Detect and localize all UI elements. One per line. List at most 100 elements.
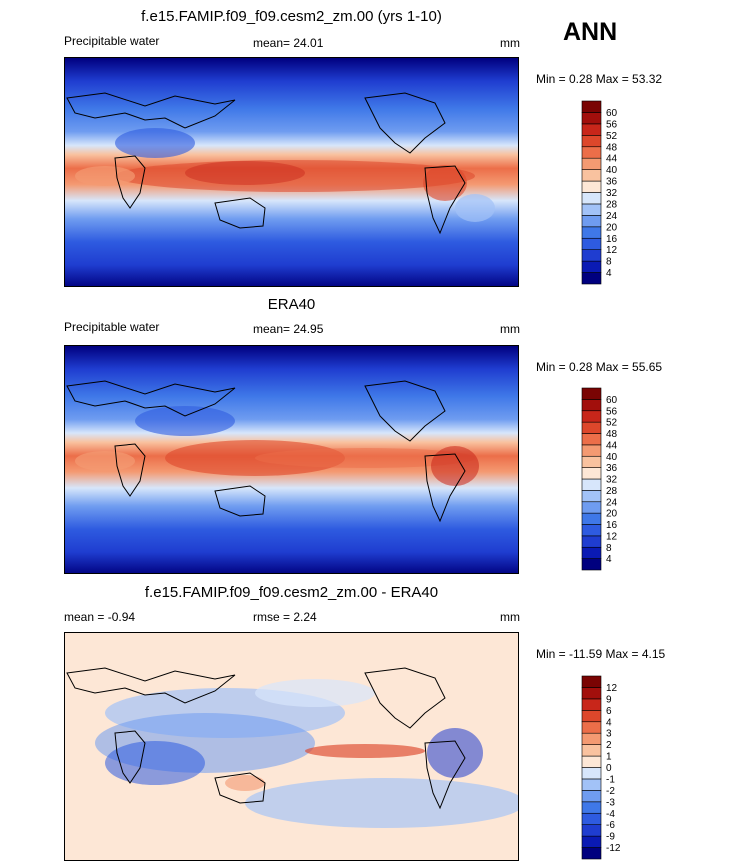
panel1-colorbar: 4 8 12 16 20 24 28 32 36 40 44 48 52 56 60 — [581, 100, 618, 285]
panel2-units-label: mm — [500, 322, 520, 336]
panel1-minmax: Min = 0.28 Max = 53.32 — [536, 72, 663, 86]
colorbar-box — [581, 467, 602, 480]
colorbar-box — [581, 100, 602, 113]
colorbar-box — [581, 478, 602, 491]
colorbar-tick-label: 4 — [606, 268, 612, 279]
colorbar-box — [581, 226, 602, 239]
panel3-colorbar: -12 -9 -6 -4 -3 -2 -1 0 1 2 3 4 6 9 12 — [581, 675, 621, 860]
colorbar-tick-label: 12 — [606, 531, 618, 542]
panel3-map-svg — [65, 633, 518, 860]
colorbar-box — [581, 215, 602, 228]
colorbar-box — [581, 387, 602, 400]
panel3-map — [64, 632, 519, 861]
colorbar-box — [581, 710, 602, 723]
colorbar-tick-label: -9 — [606, 832, 615, 843]
colorbar-tick-label: 60 — [606, 395, 618, 406]
colorbar-tick-label: 20 — [606, 222, 618, 233]
colorbar-box — [581, 847, 602, 860]
colorbar-box — [581, 237, 602, 250]
colorbar-box — [581, 169, 602, 182]
panel1-variable-label: Precipitable water — [64, 34, 160, 48]
colorbar-box — [581, 123, 602, 136]
colorbar-tick-label: 2 — [606, 740, 612, 751]
colorbar-tick-label: 24 — [606, 497, 618, 508]
panel3-minmax: Min = -11.59 Max = 4.15 — [536, 647, 666, 661]
panel1-title: f.e15.FAMIP.f09_f09.cesm2_zm.00 (yrs 1-1… — [141, 8, 442, 25]
colorbar-tick-label: 48 — [606, 142, 618, 153]
colorbar-box — [581, 157, 602, 170]
colorbar-box — [581, 546, 602, 559]
colorbar-tick-label: 36 — [606, 463, 618, 474]
colorbar-tick-label: 60 — [606, 108, 618, 119]
colorbar-box — [581, 180, 602, 193]
colorbar-box — [581, 203, 602, 216]
colorbar-tick-label: 28 — [606, 486, 618, 497]
colorbar-box — [581, 535, 602, 548]
colorbar-box — [581, 135, 602, 148]
colorbar-tick-label: 16 — [606, 520, 618, 531]
colorbar-tick-label: 44 — [606, 440, 618, 451]
colorbar-box — [581, 801, 602, 814]
colorbar-tick-label: 32 — [606, 475, 618, 486]
colorbar-tick-label: -12 — [606, 843, 621, 854]
panel3-rmse-label: rmse = 2.24 — [253, 610, 317, 624]
colorbar-box — [581, 512, 602, 525]
colorbar-box — [581, 755, 602, 768]
panel3-title: f.e15.FAMIP.f09_f09.cesm2_zm.00 - ERA40 — [144, 584, 439, 601]
panel2-map-svg — [65, 346, 518, 573]
panel1-mean-label: mean= 24.01 — [253, 36, 324, 50]
panel3-units-label: mm — [500, 610, 520, 624]
colorbar-tick-label: 20 — [606, 509, 618, 520]
panel2-title: ERA40 — [267, 296, 316, 313]
colorbar-tick-label: 12 — [606, 683, 618, 694]
colorbar-tick-label: -3 — [606, 797, 615, 808]
colorbar-box — [581, 732, 602, 745]
colorbar-box — [581, 421, 602, 434]
panel2-variable-label: Precipitable water — [64, 320, 160, 334]
colorbar-tick-label: 56 — [606, 119, 618, 130]
colorbar-box — [581, 146, 602, 159]
colorbar-box — [581, 249, 602, 262]
colorbar-box — [581, 260, 602, 273]
colorbar-box — [581, 698, 602, 711]
colorbar-tick-label: 28 — [606, 199, 618, 210]
colorbar-tick-label: -1 — [606, 774, 615, 785]
colorbar-box — [581, 812, 602, 825]
panel2-map — [64, 345, 519, 574]
colorbar-box — [581, 778, 602, 791]
colorbar-box — [581, 444, 602, 457]
colorbar-box — [581, 501, 602, 514]
colorbar-tick-label: 3 — [606, 729, 612, 740]
colorbar-box — [581, 192, 602, 205]
colorbar-box — [581, 272, 602, 285]
colorbar-box — [581, 399, 602, 412]
colorbar-tick-label: 4 — [606, 554, 612, 565]
colorbar-box — [581, 112, 602, 125]
colorbar-tick-label: 44 — [606, 154, 618, 165]
colorbar-tick-label: 40 — [606, 452, 618, 463]
colorbar-tick-label: 52 — [606, 131, 618, 142]
colorbar-box — [581, 490, 602, 503]
season-label: ANN — [563, 18, 618, 46]
colorbar-box — [581, 824, 602, 837]
colorbar-tick-label: -6 — [606, 820, 615, 831]
colorbar-tick-label: 48 — [606, 429, 618, 440]
colorbar-tick-label: 32 — [606, 188, 618, 199]
colorbar-box — [581, 687, 602, 700]
panel3-mean-label: mean = -0.94 — [64, 610, 136, 624]
panel1-map-svg — [65, 58, 518, 286]
colorbar-tick-label: 24 — [606, 211, 618, 222]
panel2-mean-label: mean= 24.95 — [253, 322, 324, 336]
colorbar-tick-label: 8 — [606, 543, 612, 554]
colorbar-box — [581, 558, 602, 571]
colorbar-tick-label: 52 — [606, 418, 618, 429]
colorbar-box — [581, 744, 602, 757]
colorbar-box — [581, 524, 602, 537]
colorbar-box — [581, 767, 602, 780]
colorbar-box — [581, 721, 602, 734]
colorbar-box — [581, 455, 602, 468]
panel2-colorbar: 4 8 12 16 20 24 28 32 36 40 44 48 52 56 60 — [581, 387, 618, 571]
